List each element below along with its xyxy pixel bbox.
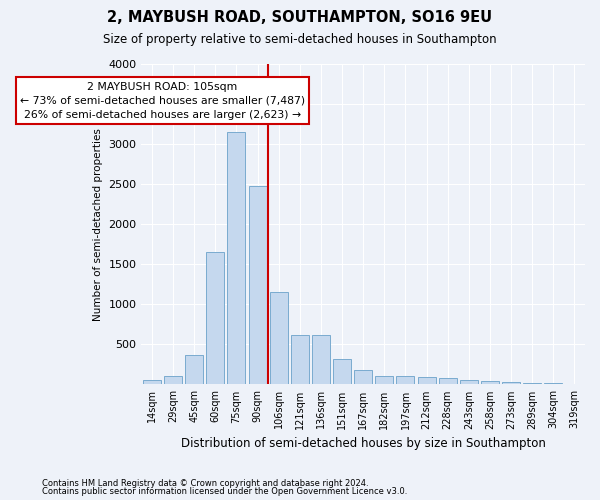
- Bar: [164, 376, 182, 384]
- X-axis label: Distribution of semi-detached houses by size in Southampton: Distribution of semi-detached houses by …: [181, 437, 545, 450]
- Bar: [418, 377, 436, 384]
- Bar: [397, 376, 415, 384]
- Text: Size of property relative to semi-detached houses in Southampton: Size of property relative to semi-detach…: [103, 32, 497, 46]
- Text: 2 MAYBUSH ROAD: 105sqm
← 73% of semi-detached houses are smaller (7,487)
26% of : 2 MAYBUSH ROAD: 105sqm ← 73% of semi-det…: [20, 82, 305, 120]
- Text: 2, MAYBUSH ROAD, SOUTHAMPTON, SO16 9EU: 2, MAYBUSH ROAD, SOUTHAMPTON, SO16 9EU: [107, 10, 493, 25]
- Bar: [523, 383, 541, 384]
- Bar: [333, 359, 351, 384]
- Bar: [206, 252, 224, 384]
- Bar: [312, 335, 330, 384]
- Bar: [185, 355, 203, 384]
- Bar: [227, 132, 245, 384]
- Text: Contains HM Land Registry data © Crown copyright and database right 2024.: Contains HM Land Registry data © Crown c…: [42, 478, 368, 488]
- Bar: [354, 370, 372, 384]
- Bar: [248, 186, 266, 384]
- Bar: [376, 376, 394, 384]
- Text: Contains public sector information licensed under the Open Government Licence v3: Contains public sector information licen…: [42, 487, 407, 496]
- Bar: [502, 382, 520, 384]
- Bar: [439, 378, 457, 384]
- Y-axis label: Number of semi-detached properties: Number of semi-detached properties: [93, 128, 103, 320]
- Bar: [143, 380, 161, 384]
- Bar: [481, 381, 499, 384]
- Bar: [544, 383, 562, 384]
- Bar: [270, 292, 287, 384]
- Bar: [291, 335, 309, 384]
- Bar: [460, 380, 478, 384]
